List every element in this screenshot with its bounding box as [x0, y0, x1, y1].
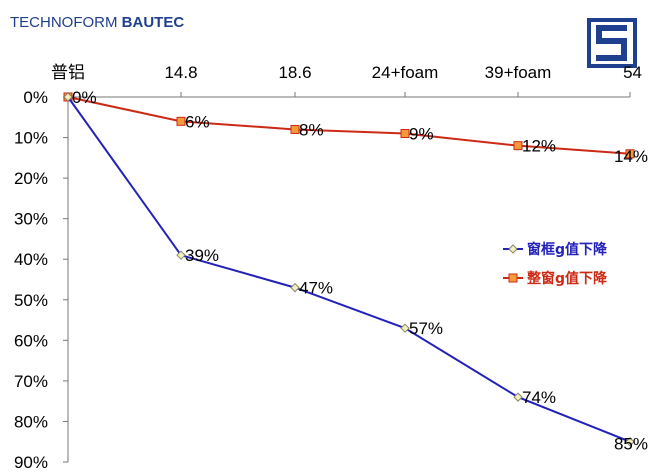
data-label-window: 8% — [299, 120, 324, 139]
legend-label-frame: 窗框g值下降 — [527, 241, 608, 258]
legend: 窗框g值下降 整窗g值下降 — [503, 241, 608, 287]
x-tick-label: 39+foam — [485, 63, 552, 82]
window-point — [400, 129, 410, 138]
brand-name: TECHNOFORM BAUTEC — [10, 14, 184, 31]
legend-entry-window: 整窗g值下降 — [503, 270, 608, 287]
data-labels: 39% 47% 57% 74% 85% 0% 6% 8% 9% 12% 14% — [72, 88, 648, 454]
frame-point — [290, 282, 300, 293]
window-point — [625, 149, 635, 159]
frame-point — [400, 323, 410, 333]
frame-point — [176, 250, 186, 260]
frame-point — [625, 437, 635, 447]
x-tick-label: 14.8 — [164, 63, 197, 82]
brand-name-bold: BAUTEC — [122, 14, 185, 31]
technoform-logo-icon — [587, 18, 637, 68]
x-tick-label: 24+foam — [372, 63, 439, 82]
frame-point — [513, 392, 523, 402]
x-axis-ticks: 普铝 14.8 18.6 24+foam 39+foam 54 — [51, 63, 642, 97]
data-label-frame: 39% — [185, 246, 219, 265]
y-tick-label: 10% — [14, 129, 48, 148]
legend-entry-frame: 窗框g值下降 — [503, 241, 608, 258]
y-axis-ticks: 0% 10% 20% 30% 40% 50% 60% 70% 80% 90% — [14, 88, 68, 472]
y-tick-label: 40% — [14, 250, 48, 269]
x-tick-label: 54 — [623, 63, 642, 82]
series-layer — [63, 92, 635, 447]
window-point — [290, 124, 300, 134]
brand-name-light: TECHNOFORM — [10, 14, 118, 31]
y-tick-label: 30% — [14, 210, 48, 229]
window-point — [176, 116, 186, 126]
window-point — [513, 141, 523, 151]
y-tick-label: 0% — [23, 88, 48, 107]
y-tick-label: 20% — [14, 169, 48, 188]
data-label-window: 0% — [72, 88, 97, 107]
y-tick-label: 50% — [14, 291, 48, 310]
series-line-frame — [67, 96, 631, 443]
data-label-window: 9% — [409, 125, 434, 144]
y-tick-label: 70% — [14, 372, 48, 391]
data-label-window: 6% — [185, 112, 210, 131]
frame-point — [63, 92, 73, 102]
legend-label-window: 整窗g值下降 — [526, 270, 608, 287]
data-label-frame: 85% — [614, 435, 648, 454]
y-tick-label: 60% — [14, 331, 48, 350]
data-label-frame: 74% — [522, 388, 556, 407]
x-tick-label: 普铝 — [51, 63, 85, 82]
data-label-frame: 47% — [299, 279, 333, 298]
series-line-window — [67, 96, 631, 155]
x-tick-label: 18.6 — [278, 63, 311, 82]
data-label-frame: 57% — [409, 319, 443, 338]
data-label-window: 14% — [614, 147, 648, 166]
y-tick-label: 90% — [14, 453, 48, 472]
y-tick-label: 80% — [14, 412, 48, 431]
data-label-window: 12% — [522, 137, 556, 156]
